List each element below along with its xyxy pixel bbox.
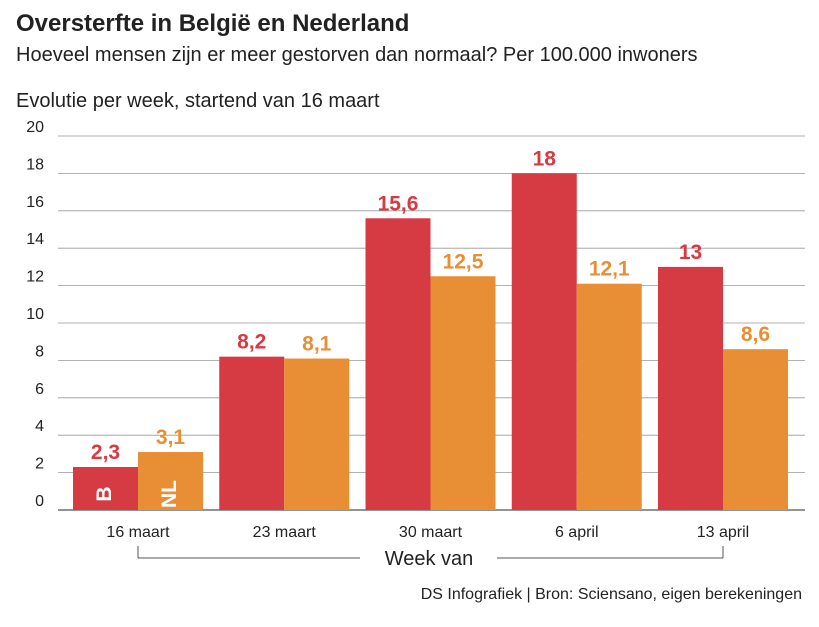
series-label-nl: NL [158, 480, 181, 508]
bar-b [365, 218, 431, 510]
data-label: 15,6 [378, 192, 419, 215]
y-tick-label: 18 [26, 156, 44, 173]
data-label: 13 [679, 241, 702, 264]
chart-caption: Evolutie per week, startend van 16 maart [16, 90, 380, 112]
data-label: 2,3 [91, 441, 120, 464]
y-tick-label: 8 [35, 343, 44, 360]
x-tick-label: 30 maart [399, 524, 463, 541]
bar-nl [576, 283, 642, 510]
x-axis-title: Week van [385, 548, 474, 570]
source-note: DS Infografiek | Bron: Sciensano, eigen … [420, 586, 802, 603]
bar-b [511, 173, 577, 510]
data-label: 12,5 [443, 250, 484, 273]
data-label: 8,6 [741, 323, 770, 346]
y-tick-label: 2 [35, 456, 44, 473]
x-axis: 16 maart 23 maart 30 maart 6 april 13 april W… [106, 524, 749, 570]
y-tick-label: 20 [26, 119, 44, 136]
y-tick-label: 12 [26, 269, 44, 286]
x-tick-label: 16 maart [106, 524, 170, 541]
chart-subtitle: Hoeveel mensen zijn er meer gestorven da… [16, 44, 698, 66]
x-tick-label: 6 april [555, 524, 599, 541]
data-label: 8,1 [302, 333, 332, 356]
bar-b [658, 266, 723, 510]
data-label: 8,2 [237, 331, 266, 354]
series-label-b: B [93, 486, 116, 501]
data-label: 3,1 [156, 426, 186, 449]
x-tick-label: 23 maart [253, 524, 317, 541]
y-tick-label: 10 [26, 306, 44, 323]
bars: 2,3 B 3,1 NL 8,2 8,1 15,6 12,5 18 12,1 13 8,6 [73, 147, 788, 510]
bar-nl [284, 358, 350, 510]
y-tick-label: 14 [26, 231, 44, 248]
chart-title: Oversterfte in België en Nederland [16, 10, 410, 37]
y-tick-label: 4 [35, 418, 44, 435]
data-label: 18 [533, 147, 557, 170]
y-tick-label: 0 [35, 493, 44, 510]
y-tick-label: 16 [26, 194, 44, 211]
data-label: 12,1 [589, 258, 630, 281]
x-tick-label: 13 april [697, 524, 749, 541]
bar-b [73, 466, 138, 510]
bar-nl [430, 276, 496, 510]
y-tick-label: 6 [35, 381, 44, 398]
bar-nl [723, 349, 788, 510]
bar-b [219, 356, 285, 510]
bar-nl [138, 452, 203, 510]
